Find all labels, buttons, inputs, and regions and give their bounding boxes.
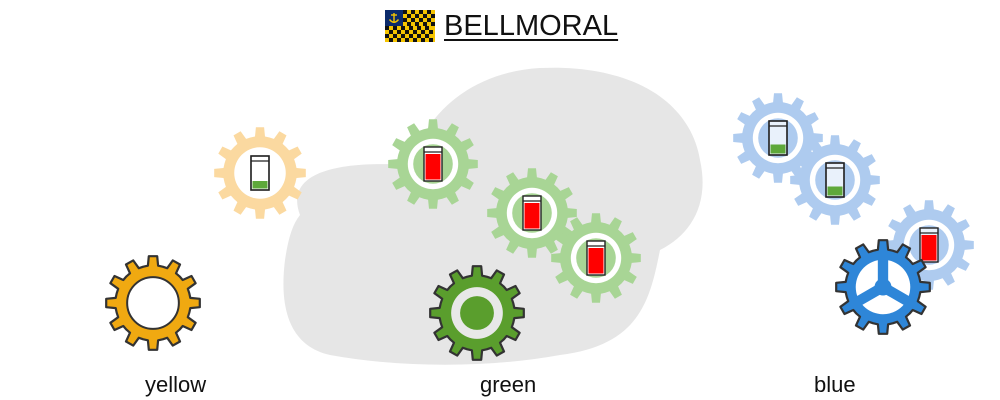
group-label-blue: blue	[814, 372, 856, 397]
yellow-main-gear-1	[105, 255, 201, 351]
group-label-yellow: yellow	[145, 372, 207, 397]
page-title: BELLMORAL	[444, 10, 619, 42]
battery-icon	[250, 155, 270, 191]
yellow-faded-gear-0	[214, 127, 306, 219]
gears-layer	[105, 93, 974, 361]
green-faded-gear-1	[487, 168, 577, 258]
battery-icon	[522, 195, 542, 231]
battery-icon	[586, 240, 606, 276]
green-faded-gear-2	[551, 213, 641, 303]
flag-icon	[385, 10, 435, 42]
battery-icon	[768, 120, 788, 156]
green-main-gear-3	[429, 265, 525, 361]
blue-main-gear-3	[835, 239, 931, 335]
green-faded-gear-0	[388, 119, 478, 209]
group-label-green: green	[480, 372, 537, 397]
blue-faded-gear-1	[790, 135, 880, 225]
battery-icon	[919, 227, 939, 263]
battery-icon	[423, 146, 443, 182]
battery-icon	[825, 162, 845, 198]
